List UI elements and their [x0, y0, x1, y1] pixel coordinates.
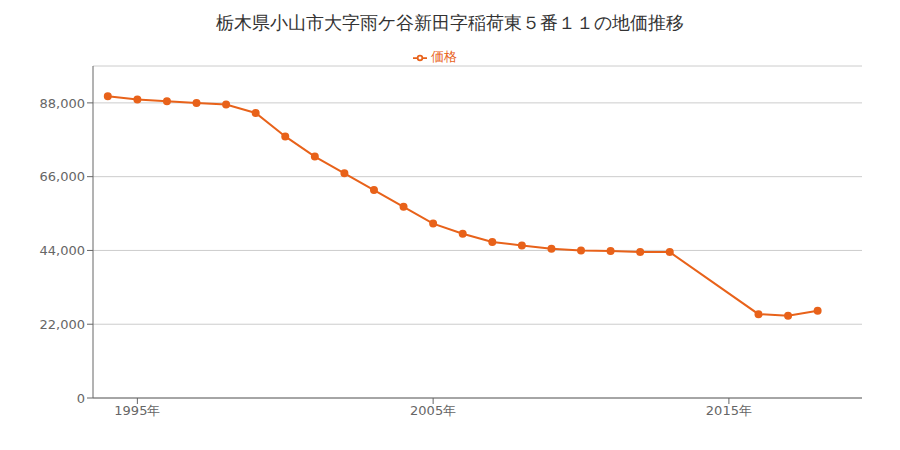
svg-text:2015年: 2015年 — [706, 403, 752, 418]
html-text:栃木県小山市大字雨ケ谷新田字稲荷東５番１１の地価推移: 栃木県小山市大字雨ケ谷新田字稲荷東５番１１の地価推移 — [216, 12, 684, 33]
svg-text:22,000: 22,000 — [40, 317, 86, 332]
svg-text:66,000: 66,000 — [40, 169, 86, 184]
svg-text:2005年: 2005年 — [410, 403, 456, 418]
html-text:価格: 価格 — [431, 49, 457, 64]
svg-text:88,000: 88,000 — [40, 96, 86, 111]
svg-text:44,000: 44,000 — [40, 243, 86, 258]
svg-text:1995年: 1995年 — [114, 403, 160, 418]
svg-text:0: 0 — [77, 391, 85, 406]
